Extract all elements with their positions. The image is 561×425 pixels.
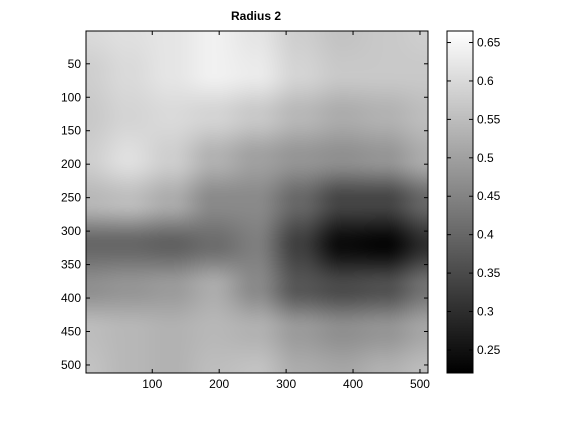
x-axis-ticks: 100 200 300 400 500 <box>142 31 430 391</box>
y-tick-label: 400 <box>61 291 81 305</box>
colorbar-tick-label: 0.55 <box>477 112 501 126</box>
y-tick-label: 300 <box>61 224 81 238</box>
colorbar-frame <box>446 30 474 374</box>
colorbar-tick-label: 0.6 <box>477 74 494 88</box>
colorbar-gradient <box>447 31 473 373</box>
colorbar-tick-label: 0.65 <box>477 36 501 50</box>
x-tick-label: 300 <box>276 377 296 391</box>
y-tick-label: 350 <box>61 258 81 272</box>
y-tick-label: 150 <box>61 124 81 138</box>
y-tick-label: 200 <box>61 157 81 171</box>
colorbar-tick-label: 0.5 <box>477 151 494 165</box>
y-tick-label: 250 <box>61 191 81 205</box>
colorbar-tick-label: 0.35 <box>477 266 501 280</box>
chart-title: Radius 2 <box>231 9 281 23</box>
colorbar-tick-label: 0.3 <box>477 305 494 319</box>
y-tick-label: 500 <box>61 358 81 372</box>
x-tick-label: 500 <box>410 377 430 391</box>
y-tick-label: 450 <box>61 325 81 339</box>
x-tick-label: 400 <box>343 377 363 391</box>
heatmap-image <box>86 31 428 373</box>
colorbar-tick-label: 0.45 <box>477 189 501 203</box>
y-tick-label: 50 <box>68 57 82 71</box>
y-tick-label: 100 <box>61 90 81 104</box>
colorbar-tick-label: 0.4 <box>477 228 494 242</box>
colorbar-ticks: 0.25 0.3 0.35 0.4 0.45 0.5 0.55 0.6 0.65 <box>447 36 501 357</box>
heatmap-image-container <box>86 31 428 373</box>
plot-frame <box>85 30 429 374</box>
colorbar-gradient-container <box>447 31 473 373</box>
x-tick-label: 100 <box>142 377 162 391</box>
y-axis-ticks: 50 100 150 200 250 300 350 400 450 500 <box>61 57 428 372</box>
colorbar-tick-label: 0.25 <box>477 343 501 357</box>
x-tick-label: 200 <box>209 377 229 391</box>
